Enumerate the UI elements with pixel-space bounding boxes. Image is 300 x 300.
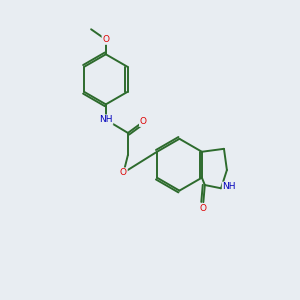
Text: O: O [140, 117, 147, 126]
Text: O: O [102, 35, 109, 44]
Text: O: O [200, 204, 207, 213]
Text: NH: NH [99, 115, 112, 124]
Text: O: O [120, 168, 127, 177]
Text: NH: NH [223, 182, 236, 191]
